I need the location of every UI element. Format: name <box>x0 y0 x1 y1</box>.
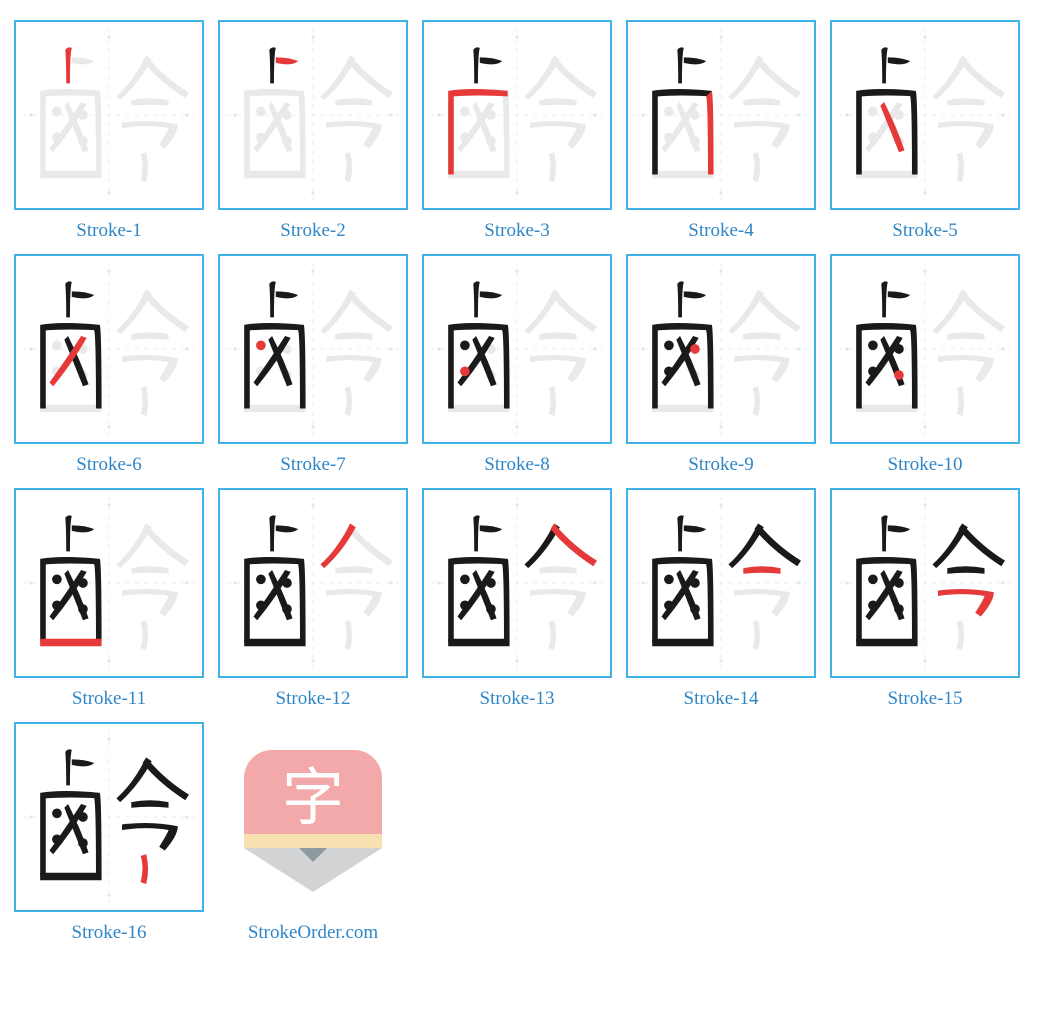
stroke-tile-2 <box>218 20 408 210</box>
stroke-caption-11: Stroke-11 <box>72 688 146 710</box>
stroke-caption-9: Stroke-9 <box>688 454 753 476</box>
stroke-cell-5: Stroke-5 <box>830 20 1020 242</box>
logo-tile: 字 <box>218 722 408 912</box>
stroke-tile-4 <box>626 20 816 210</box>
stroke-caption-7: Stroke-7 <box>280 454 345 476</box>
stroke-tile-8 <box>422 254 612 444</box>
logo-glyph: 字 <box>244 750 382 834</box>
stroke-caption-12: Stroke-12 <box>276 688 351 710</box>
stroke-cell-3: Stroke-3 <box>422 20 612 242</box>
stroke-caption-14: Stroke-14 <box>684 688 759 710</box>
stroke-cell-4: Stroke-4 <box>626 20 816 242</box>
stroke-caption-2: Stroke-2 <box>280 220 345 242</box>
stroke-caption-4: Stroke-4 <box>688 220 753 242</box>
stroke-caption-6: Stroke-6 <box>76 454 141 476</box>
stroke-caption-5: Stroke-5 <box>892 220 957 242</box>
stroke-caption-3: Stroke-3 <box>484 220 549 242</box>
stroke-cell-12: Stroke-12 <box>218 488 408 710</box>
stroke-caption-13: Stroke-13 <box>480 688 555 710</box>
stroke-caption-15: Stroke-15 <box>888 688 963 710</box>
logo-band <box>244 834 382 848</box>
stroke-cell-9: Stroke-9 <box>626 254 816 476</box>
stroke-cell-1: Stroke-1 <box>14 20 204 242</box>
stroke-cell-14: Stroke-14 <box>626 488 816 710</box>
logo-caption: StrokeOrder.com <box>248 922 378 944</box>
stroke-tile-10 <box>830 254 1020 444</box>
stroke-caption-8: Stroke-8 <box>484 454 549 476</box>
stroke-cell-11: Stroke-11 <box>14 488 204 710</box>
stroke-cell-6: Stroke-6 <box>14 254 204 476</box>
stroke-tile-13 <box>422 488 612 678</box>
stroke-tile-14 <box>626 488 816 678</box>
stroke-tile-12 <box>218 488 408 678</box>
logo-pencil-icon <box>244 848 382 892</box>
stroke-tile-3 <box>422 20 612 210</box>
stroke-cell-16: Stroke-16 <box>14 722 204 944</box>
stroke-cell-13: Stroke-13 <box>422 488 612 710</box>
stroke-cell-15: Stroke-15 <box>830 488 1020 710</box>
stroke-tile-6 <box>14 254 204 444</box>
stroke-tile-16 <box>14 722 204 912</box>
logo-cell: 字 StrokeOrder.com <box>218 722 408 944</box>
logo-icon: 字 <box>218 722 408 912</box>
stroke-tile-11 <box>14 488 204 678</box>
stroke-cell-7: Stroke-7 <box>218 254 408 476</box>
stroke-tile-5 <box>830 20 1020 210</box>
stroke-cell-2: Stroke-2 <box>218 20 408 242</box>
stroke-cell-8: Stroke-8 <box>422 254 612 476</box>
stroke-caption-1: Stroke-1 <box>76 220 141 242</box>
stroke-cell-10: Stroke-10 <box>830 254 1020 476</box>
stroke-tile-1 <box>14 20 204 210</box>
stroke-grid: Stroke-1 Stroke-2 Stroke-3 Stroke-4 Stro… <box>14 20 1036 944</box>
logo-tip-icon <box>299 848 327 862</box>
stroke-caption-10: Stroke-10 <box>888 454 963 476</box>
stroke-tile-15 <box>830 488 1020 678</box>
stroke-caption-16: Stroke-16 <box>72 922 147 944</box>
stroke-tile-7 <box>218 254 408 444</box>
stroke-tile-9 <box>626 254 816 444</box>
